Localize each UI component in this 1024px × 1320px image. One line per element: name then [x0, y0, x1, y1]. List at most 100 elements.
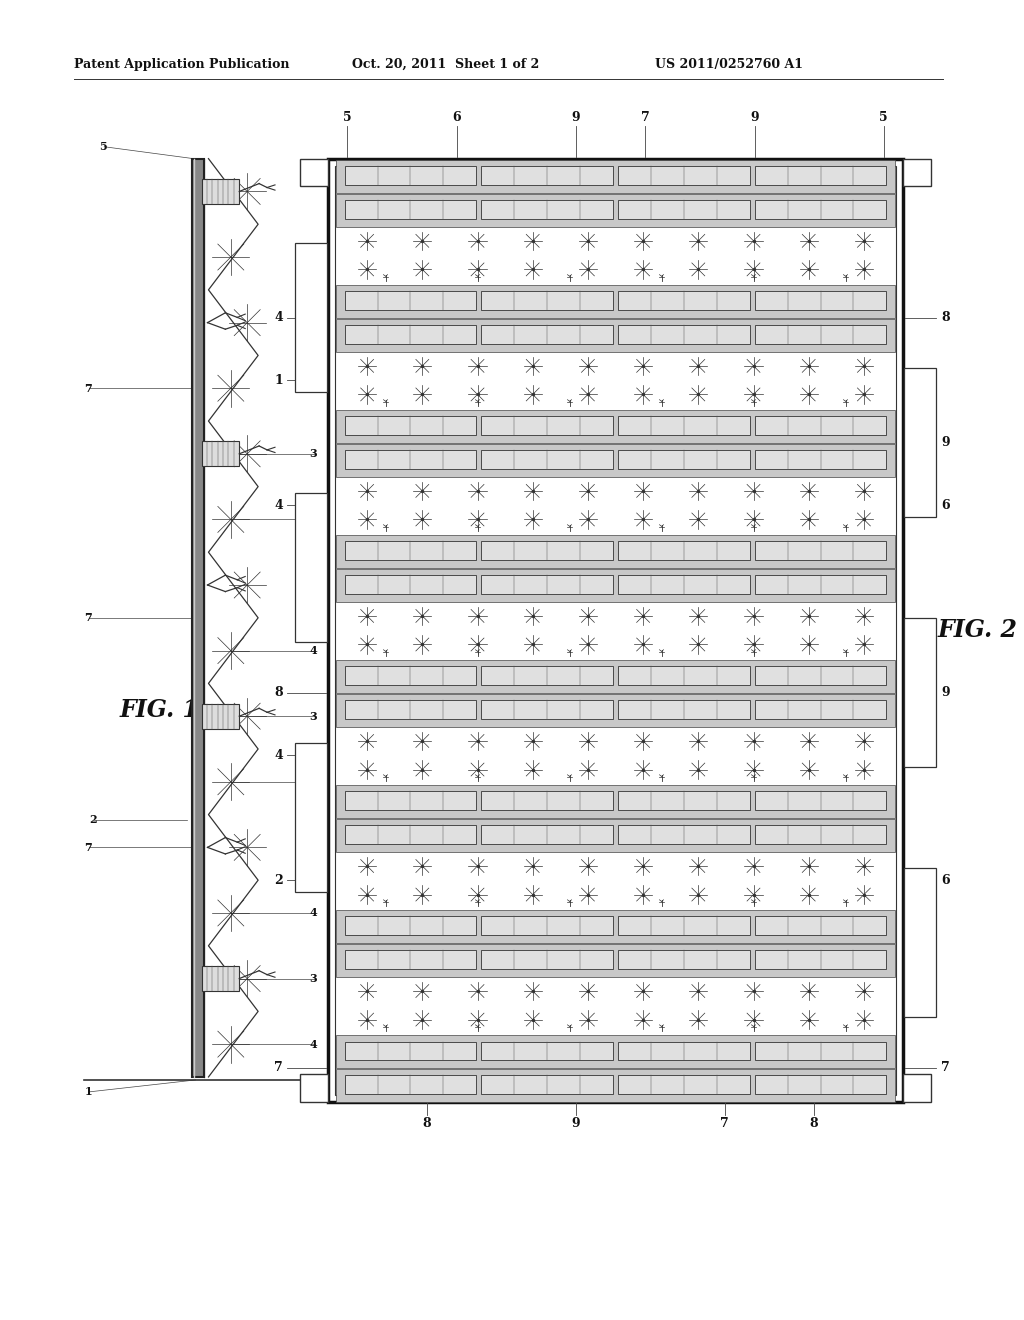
Bar: [300, 1074, 328, 1102]
Bar: [481, 541, 613, 560]
Text: 3: 3: [309, 710, 317, 722]
Text: 7: 7: [84, 383, 92, 393]
Bar: [481, 292, 613, 310]
Text: 5: 5: [99, 141, 108, 152]
Bar: [755, 292, 886, 310]
Text: 7: 7: [641, 111, 649, 124]
Bar: [295, 743, 327, 892]
Bar: [755, 325, 886, 345]
Bar: [336, 409, 895, 442]
Text: 8: 8: [274, 686, 283, 700]
Text: 4: 4: [274, 748, 283, 762]
Text: 8: 8: [941, 312, 950, 325]
Bar: [336, 535, 895, 568]
Text: FIG. 2: FIG. 2: [938, 618, 1018, 643]
Bar: [336, 194, 895, 227]
Bar: [336, 285, 895, 318]
Bar: [755, 166, 886, 185]
Bar: [755, 792, 886, 810]
Bar: [618, 792, 750, 810]
Bar: [328, 158, 903, 1102]
Bar: [755, 541, 886, 560]
Bar: [618, 1076, 750, 1094]
Bar: [903, 1074, 931, 1102]
Bar: [755, 950, 886, 969]
Text: Oct. 20, 2011  Sheet 1 of 2: Oct. 20, 2011 Sheet 1 of 2: [352, 58, 540, 71]
Bar: [295, 492, 327, 643]
Bar: [295, 243, 327, 392]
Bar: [618, 1041, 750, 1060]
Bar: [345, 701, 476, 719]
Bar: [336, 694, 895, 727]
Bar: [481, 1076, 613, 1094]
Bar: [618, 825, 750, 843]
Bar: [345, 416, 476, 436]
Bar: [755, 916, 886, 935]
Bar: [904, 618, 936, 767]
Bar: [202, 180, 240, 203]
Bar: [300, 158, 328, 186]
Bar: [336, 318, 895, 351]
Bar: [481, 416, 613, 436]
Bar: [481, 1041, 613, 1060]
Bar: [345, 825, 476, 843]
Text: Patent Application Publication: Patent Application Publication: [75, 58, 290, 71]
Bar: [345, 1041, 476, 1060]
Bar: [481, 950, 613, 969]
Text: 4: 4: [309, 907, 317, 919]
Text: 3: 3: [309, 973, 317, 985]
Bar: [618, 916, 750, 935]
Bar: [336, 944, 895, 977]
Text: 8: 8: [423, 1117, 431, 1130]
Bar: [345, 450, 476, 469]
Text: 7: 7: [941, 1061, 950, 1074]
Bar: [336, 1069, 895, 1102]
Bar: [618, 541, 750, 560]
Bar: [618, 416, 750, 436]
Bar: [336, 160, 895, 193]
Text: 6: 6: [941, 874, 950, 887]
Bar: [345, 576, 476, 594]
Bar: [202, 704, 240, 729]
Bar: [481, 792, 613, 810]
Bar: [755, 825, 886, 843]
Bar: [345, 325, 476, 345]
Text: 5: 5: [343, 111, 352, 124]
Bar: [755, 701, 886, 719]
Bar: [618, 701, 750, 719]
Bar: [202, 966, 240, 991]
Bar: [618, 201, 750, 219]
Bar: [336, 785, 895, 818]
Text: 4: 4: [274, 499, 283, 512]
Bar: [336, 444, 895, 477]
Text: US 2011/0252760 A1: US 2011/0252760 A1: [655, 58, 803, 71]
Bar: [481, 667, 613, 685]
Bar: [481, 701, 613, 719]
Bar: [481, 825, 613, 843]
Bar: [904, 869, 936, 1018]
Bar: [481, 450, 613, 469]
Text: 7: 7: [274, 1061, 283, 1074]
Bar: [755, 667, 886, 685]
Text: 9: 9: [571, 1117, 581, 1130]
Text: 7: 7: [720, 1117, 729, 1130]
Text: 4: 4: [309, 776, 317, 787]
Bar: [618, 292, 750, 310]
Bar: [755, 576, 886, 594]
Bar: [345, 292, 476, 310]
Bar: [335, 165, 896, 1094]
Bar: [618, 667, 750, 685]
Text: 8: 8: [810, 1117, 818, 1130]
Bar: [904, 368, 936, 517]
Bar: [755, 201, 886, 219]
Text: 7: 7: [84, 842, 92, 853]
Text: FIG. 1: FIG. 1: [119, 698, 199, 722]
Bar: [345, 792, 476, 810]
Bar: [618, 450, 750, 469]
Bar: [345, 541, 476, 560]
Bar: [336, 818, 895, 851]
Text: 1: 1: [84, 1086, 92, 1097]
Bar: [345, 1076, 476, 1094]
Bar: [903, 158, 931, 186]
Bar: [755, 1041, 886, 1060]
